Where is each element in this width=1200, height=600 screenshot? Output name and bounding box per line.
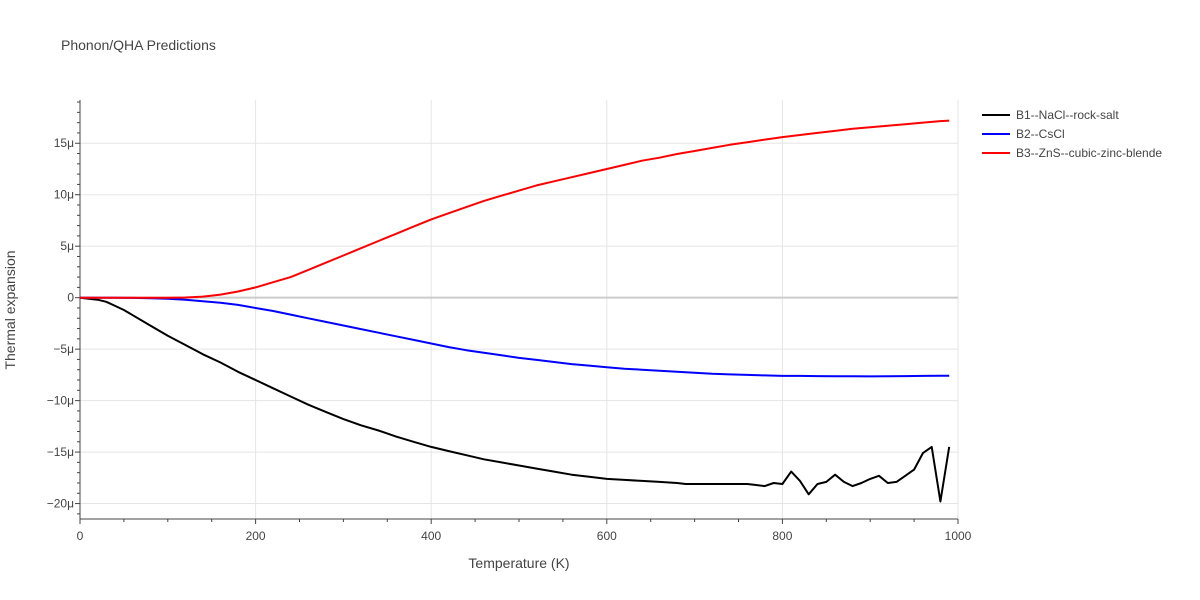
series-layer	[79, 119, 951, 503]
x-tick-label: 400	[421, 529, 441, 543]
legend-label: B1--NaCl--rock-salt	[1016, 108, 1119, 122]
y-tick-label: 5μ	[60, 239, 74, 253]
legend-label: B3--ZnS--cubic-zinc-blende	[1016, 146, 1162, 160]
x-tick-label: 0	[77, 529, 84, 543]
legend-item[interactable]: B3--ZnS--cubic-zinc-blende	[982, 146, 1162, 160]
y-tick-label: −20μ	[47, 497, 74, 511]
series-line-B3--ZnS--cubic-zinc-blende	[80, 119, 950, 299]
axes: 15μ 10μ 5μ 0 −5μ −10μ −15μ −20μ 0 200 400 600 800 100…	[47, 100, 972, 543]
series-line-B1--NaCl--rock-salt	[79, 296, 951, 503]
series-line-B2--CsCl	[80, 296, 950, 378]
x-tick-label: 800	[772, 529, 792, 543]
x-tick-label: 200	[246, 529, 266, 543]
y-tick-label: 0	[67, 291, 74, 305]
legend-item[interactable]: B2--CsCl	[982, 127, 1065, 141]
y-tick-label: 15μ	[54, 136, 74, 150]
x-tick-label: 600	[597, 529, 617, 543]
y-tick-label: −15μ	[47, 445, 74, 459]
y-tick-label: 10μ	[54, 188, 74, 202]
legend-item[interactable]: B1--NaCl--rock-salt	[982, 108, 1119, 122]
y-tick-label: −5μ	[53, 342, 74, 356]
legend-label: B2--CsCl	[1016, 127, 1065, 141]
chart-title: Phonon/QHA Predictions	[61, 37, 216, 53]
y-axis-title: Thermal expansion	[2, 250, 18, 369]
grid	[80, 100, 959, 519]
legend[interactable]: B1--NaCl--rock-salt B2--CsCl B3--ZnS--cubi…	[982, 108, 1162, 160]
x-tick-label: 1000	[945, 529, 972, 543]
x-axis-title: Temperature (K)	[468, 555, 569, 571]
y-tick-label: −10μ	[47, 394, 74, 408]
